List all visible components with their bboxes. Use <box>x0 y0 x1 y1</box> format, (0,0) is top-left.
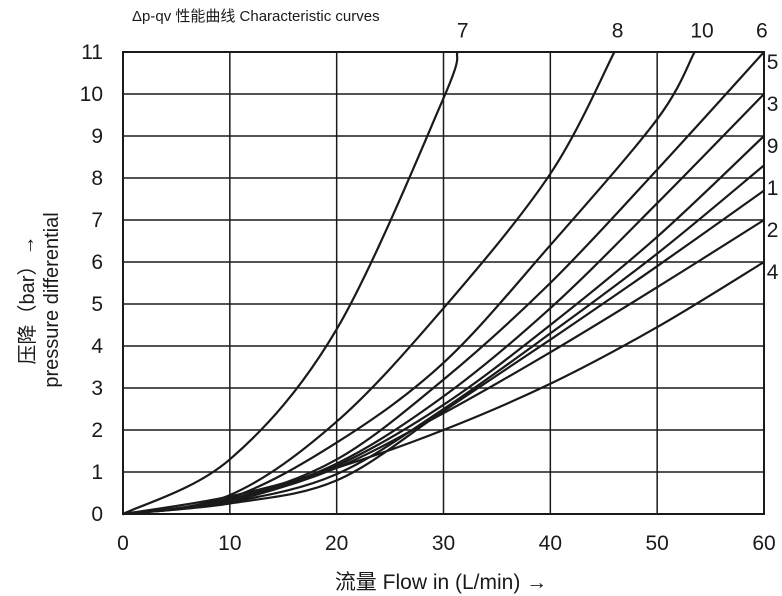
y-tick-label: 10 <box>80 83 103 106</box>
y-tick-label: 3 <box>91 377 103 400</box>
x-tick-label: 50 <box>645 532 668 555</box>
series-line-2 <box>122 219 765 516</box>
curve-label-3: 3 <box>767 93 779 116</box>
y-tick-label: 6 <box>91 251 103 274</box>
y-axis-label-cn: 压降（bar）→ <box>17 235 39 365</box>
chart-title: Δp-qv 性能曲线 Characteristic curves <box>132 8 380 25</box>
y-tick-label: 4 <box>91 335 103 358</box>
curve-label-5: 5 <box>767 51 779 74</box>
series-line-1 <box>122 189 765 516</box>
x-axis-label: 流量 Flow in (L/min) → <box>334 571 548 594</box>
y-tick-label: 7 <box>91 209 103 232</box>
y-tick-label: 0 <box>91 503 103 526</box>
series-line-7 <box>122 51 459 515</box>
series-line-4 <box>122 261 765 516</box>
x-tick-label: 40 <box>539 532 562 555</box>
x-tick-label: 30 <box>432 532 455 555</box>
y-tick-label: 8 <box>91 167 103 190</box>
y-tick-label: 2 <box>91 419 103 442</box>
x-tick-label: 20 <box>325 532 348 555</box>
series-line-8 <box>122 51 616 516</box>
y-axis-label-en: pressure differential <box>41 212 63 388</box>
curve-label-6: 6 <box>756 19 768 42</box>
curve-label-2: 2 <box>767 219 779 242</box>
x-tick-label: 60 <box>752 532 775 555</box>
curve-label-10: 10 <box>690 19 713 42</box>
curve-label-1: 1 <box>767 177 779 200</box>
series-line-9 <box>122 164 765 516</box>
curve-label-4: 4 <box>767 261 779 284</box>
y-tick-label: 1 <box>91 461 103 484</box>
x-tick-label: 0 <box>117 532 129 555</box>
series-line-10 <box>122 51 696 516</box>
curve-label-7: 7 <box>457 19 469 42</box>
plot-frame <box>122 51 765 515</box>
curve-label-8: 8 <box>612 19 624 42</box>
x-tick-label: 10 <box>218 532 241 555</box>
y-tick-label: 9 <box>91 125 103 148</box>
y-tick-label: 5 <box>91 293 103 316</box>
y-tick-label: 11 <box>81 41 103 64</box>
curve-label-9: 9 <box>767 135 779 158</box>
